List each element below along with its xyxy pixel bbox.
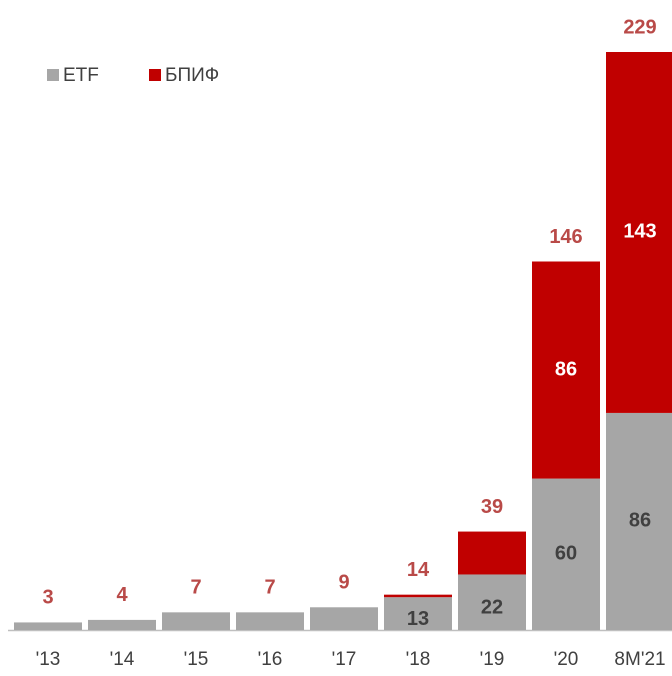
x-tick-label: '17 — [332, 649, 357, 670]
x-tick-label: '16 — [258, 649, 283, 670]
x-tick-label: 8M'21 — [614, 649, 665, 670]
total-label: 9 — [338, 572, 349, 594]
total-label: 7 — [264, 577, 275, 599]
value-label: 86 — [629, 510, 651, 532]
legend-swatch — [149, 69, 161, 81]
bar-segment — [458, 531, 526, 575]
total-label: 4 — [116, 584, 128, 606]
bar-segment — [384, 594, 452, 598]
value-label: 60 — [555, 543, 577, 565]
bar-segment — [532, 478, 600, 630]
bar-segment — [532, 261, 600, 479]
value-label: 22 — [481, 597, 503, 619]
total-label: 14 — [407, 559, 430, 581]
x-tick-label: '20 — [554, 649, 579, 670]
bar-segment — [14, 622, 82, 630]
bar-segment — [384, 597, 452, 630]
total-label: 39 — [481, 496, 503, 518]
bar-segment — [162, 612, 230, 630]
x-tick-label: '15 — [184, 649, 209, 670]
legend-label: БПИФ — [165, 65, 219, 86]
bar-segment — [310, 607, 378, 630]
total-label: 3 — [42, 587, 53, 609]
x-tick-label: '18 — [406, 649, 431, 670]
value-label: 13 — [407, 608, 429, 630]
value-label: 86 — [555, 358, 577, 380]
total-label: 146 — [549, 226, 582, 248]
bar-segment — [606, 412, 672, 630]
legend-label: ETF — [63, 65, 99, 86]
bar-segment — [88, 619, 156, 630]
total-label: 7 — [190, 577, 201, 599]
x-tick-label: '14 — [110, 649, 135, 670]
x-tick-label: '13 — [36, 649, 61, 670]
x-tick-label: '19 — [480, 649, 505, 670]
bar-segment — [236, 612, 304, 630]
total-label: 229 — [623, 16, 656, 38]
legend-swatch — [47, 69, 59, 81]
bar-segment — [606, 52, 672, 413]
bar-segment — [458, 574, 526, 630]
value-label: 143 — [623, 221, 656, 243]
